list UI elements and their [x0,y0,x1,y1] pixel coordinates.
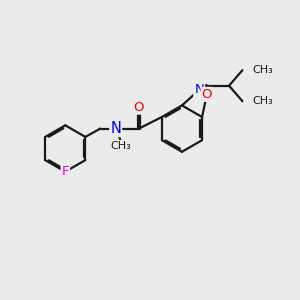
Text: CH₃: CH₃ [252,96,273,106]
Text: N: N [194,83,204,96]
Text: CH₃: CH₃ [252,65,273,75]
Text: O: O [202,88,212,101]
Text: N: N [110,121,121,136]
Text: O: O [134,101,144,114]
Text: CH₃: CH₃ [111,141,131,151]
Text: F: F [61,165,69,178]
